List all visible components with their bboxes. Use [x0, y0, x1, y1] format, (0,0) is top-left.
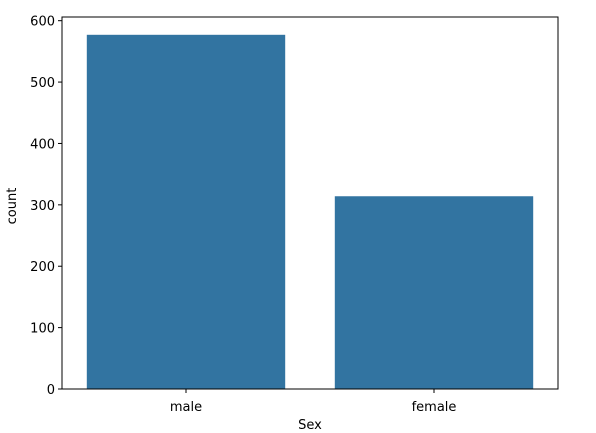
y-tick-label-500: 500	[30, 76, 55, 91]
y-tick-label-100: 100	[30, 322, 55, 337]
bar-female	[334, 196, 534, 389]
y-tick-label-600: 600	[30, 15, 55, 30]
plot-area: male female 0 100 200 300 400 500 600	[30, 15, 559, 415]
x-axis-label: Sex	[298, 418, 322, 433]
bar-male	[86, 34, 286, 390]
axes-frame	[61, 16, 559, 390]
y-axis-label: count	[5, 188, 20, 225]
x-tick-label-male: male	[170, 400, 202, 415]
y-tick-label-200: 200	[30, 260, 55, 275]
y-tick-label-400: 400	[30, 137, 55, 152]
x-tick-label-female: female	[412, 400, 457, 415]
y-tick-label-0: 0	[47, 383, 55, 398]
y-tick-label-300: 300	[30, 199, 55, 214]
